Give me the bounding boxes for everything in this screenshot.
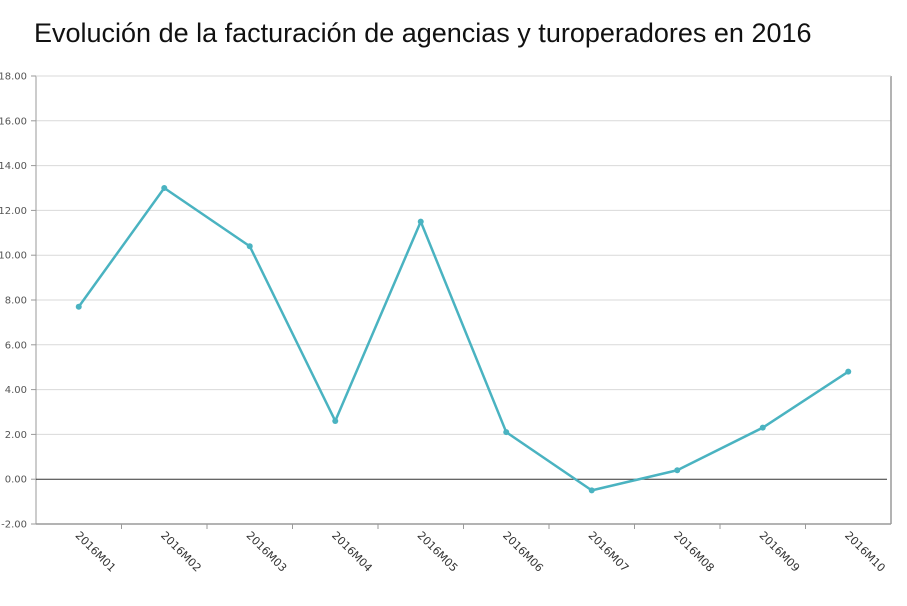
y-tick-labels: -2.00 0.00 2.00 4.00 6.00 8.00 10.00 12.00 14.00… <box>0 72 27 531</box>
x-tick-label: 2016M06 <box>500 529 546 575</box>
x-tick-labels: 2016M01 2016M02 2016M03 2016M04 2016M05 2016M… <box>73 529 888 575</box>
y-tick-label: 8.00 <box>5 296 27 307</box>
x-tick-label: 2016M10 <box>842 529 888 575</box>
series <box>75 185 852 494</box>
y-tick-label: 6.00 <box>5 340 27 351</box>
y-tick-label: 18.00 <box>0 72 27 83</box>
y-tick-label: 0.00 <box>5 475 27 486</box>
x-tick-label: 2016M04 <box>329 529 375 575</box>
data-point[interactable] <box>759 424 766 431</box>
y-tick-label: 4.00 <box>5 385 27 396</box>
x-tick-label: 2016M01 <box>73 529 119 575</box>
y-tick-label: 16.00 <box>0 116 27 127</box>
y-tick-label: -2.00 <box>1 520 27 531</box>
data-point[interactable] <box>417 218 424 225</box>
x-tick-label: 2016M07 <box>586 529 632 575</box>
data-point[interactable] <box>588 487 595 494</box>
data-point[interactable] <box>161 185 168 191</box>
x-tick-label: 2016M05 <box>415 529 461 575</box>
x-tick-label: 2016M03 <box>244 529 290 575</box>
gridlines <box>36 75 891 435</box>
data-point[interactable] <box>845 368 852 375</box>
x-tick-label: 2016M02 <box>158 529 204 575</box>
y-tick-label: 10.00 <box>0 251 27 262</box>
data-point[interactable] <box>674 467 681 474</box>
data-point[interactable] <box>246 243 253 250</box>
y-tick-label: 14.00 <box>0 161 27 172</box>
data-point[interactable] <box>75 303 82 310</box>
data-point[interactable] <box>332 417 339 424</box>
series-line <box>77 186 849 492</box>
y-tick-label: 12.00 <box>0 206 27 217</box>
axes <box>31 75 892 529</box>
data-point[interactable] <box>503 429 510 436</box>
chart-title: Evolución de la facturación de agencias … <box>34 18 812 48</box>
y-tick-label: 2.00 <box>5 430 27 441</box>
x-tick-label: 2016M09 <box>757 529 803 575</box>
x-tick-label: 2016M08 <box>671 529 717 575</box>
